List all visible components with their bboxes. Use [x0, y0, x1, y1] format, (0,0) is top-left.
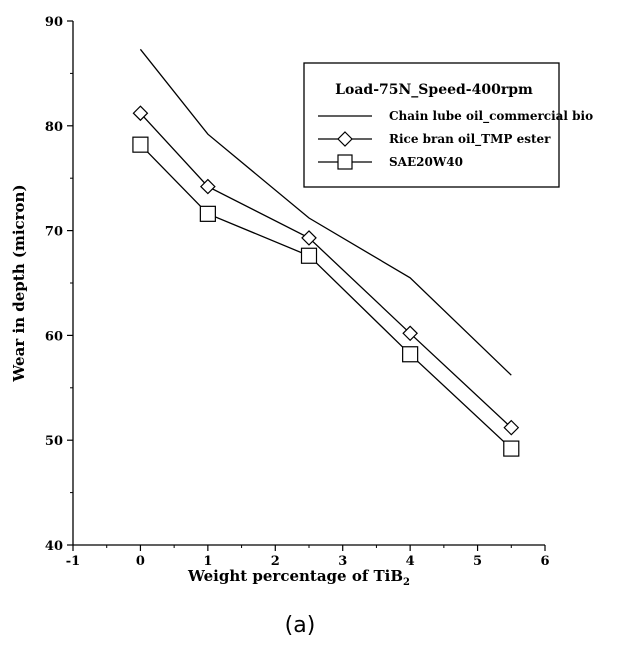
legend-entry-chain-lube: Chain lube oil_commercial bio — [318, 109, 593, 124]
data-point-diamond — [402, 325, 418, 342]
y-tick-label: 80 — [45, 120, 63, 135]
series-1 — [139, 48, 512, 376]
x-tick-label: 6 — [540, 554, 549, 569]
data-point-square — [402, 346, 419, 363]
x-axis-label-sub: 2 — [403, 577, 410, 588]
series-line — [139, 48, 512, 376]
data-point-square — [300, 247, 318, 264]
data-point-square — [132, 136, 149, 153]
x-axis-label: Weight percentage of TiB2 — [187, 567, 410, 588]
x-tick-label: 3 — [338, 554, 347, 569]
axes — [67, 20, 546, 551]
data-point-square — [199, 205, 216, 222]
series-group — [132, 48, 520, 457]
y-tick-label: 50 — [45, 434, 63, 449]
x-tick-label: 0 — [136, 554, 145, 569]
y-tick-label: 90 — [45, 15, 63, 30]
legend-marker-diamond — [337, 131, 353, 147]
data-point-diamond — [503, 419, 520, 436]
y-tick-label: 60 — [45, 329, 63, 344]
x-tick-label: 4 — [406, 554, 415, 569]
tick-labels: 40 50 60 70 80 90 -1 0 1 2 3 4 5 6 — [45, 15, 550, 569]
data-point-square — [503, 440, 520, 457]
legend: Load-75N_Speed-400rpm Chain lube oil_com… — [303, 62, 593, 188]
y-tick-label: 70 — [45, 225, 63, 240]
legend-title: Load-75N_Speed-400rpm — [335, 82, 533, 98]
series-line — [139, 144, 512, 450]
legend-entry-sae20w40: SAE20W40 — [318, 154, 463, 170]
x-tick-label: -1 — [66, 554, 80, 569]
series-3 — [132, 136, 520, 457]
data-point-diamond — [200, 178, 216, 195]
data-point-diamond — [301, 230, 317, 246]
legend-entry-rice-bran: Rice bran oil_TMP ester — [318, 131, 551, 147]
x-axis-label-main: Weight percentage of TiB — [187, 567, 403, 585]
legend-marker-square — [337, 154, 353, 170]
y-tick-label: 40 — [45, 539, 63, 554]
series-2 — [132, 105, 520, 436]
figure-caption: (a) — [285, 613, 316, 638]
legend-label-sae20w40: SAE20W40 — [389, 155, 463, 169]
data-point-diamond — [132, 105, 149, 122]
x-tick-label: 2 — [271, 554, 280, 569]
y-axis-label: Wear in depth (micron) — [10, 184, 28, 382]
legend-label-rice-bran: Rice bran oil_TMP ester — [389, 132, 551, 147]
x-tick-label: 1 — [203, 554, 212, 569]
legend-label-chain-lube: Chain lube oil_commercial bio — [389, 109, 593, 124]
x-tick-label: 5 — [473, 554, 482, 569]
